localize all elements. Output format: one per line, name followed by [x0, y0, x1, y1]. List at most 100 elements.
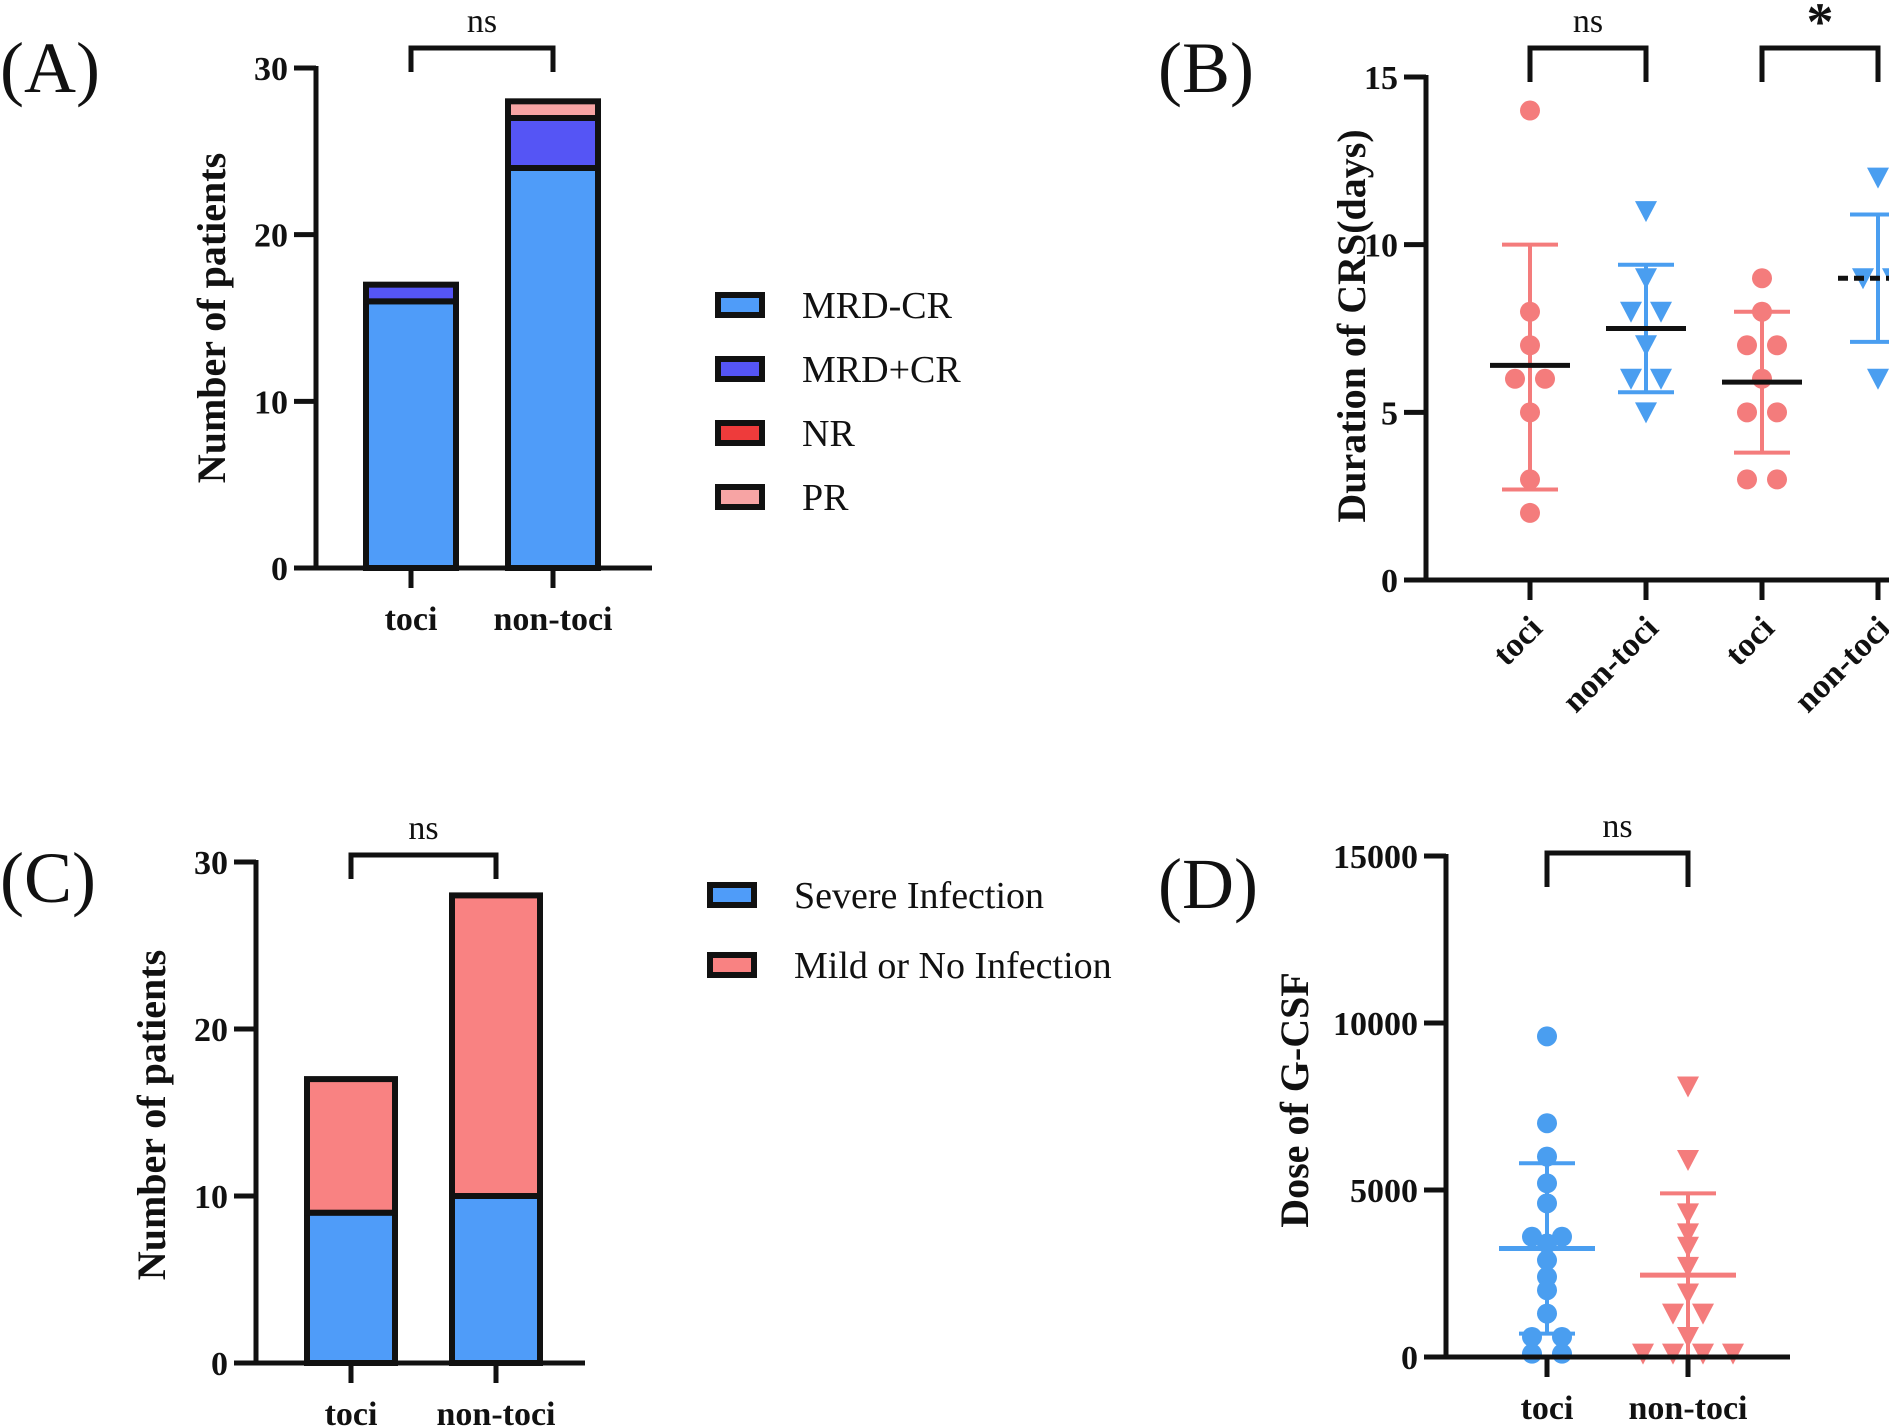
- D-data-point: [1537, 1193, 1557, 1214]
- A-y-tick-label: 0: [271, 551, 288, 588]
- D-data-point: [1677, 1203, 1699, 1225]
- A-legend-swatch: [715, 420, 765, 446]
- D-y-tick-label: 5000: [1350, 1173, 1418, 1210]
- C-x-tick-label: non-toci: [437, 1396, 556, 1426]
- D-data-point: [1677, 1149, 1699, 1171]
- panel-c-letter: (C): [0, 838, 96, 918]
- C-bar-severe-infection: [304, 1209, 398, 1366]
- A-legend-swatch: [715, 292, 765, 318]
- D-y-tick-label: 0: [1401, 1340, 1418, 1377]
- B-data-point: [1882, 268, 1889, 282]
- B-data-point: [1737, 402, 1757, 423]
- A-legend-label: MRD-CR: [802, 285, 953, 327]
- C-legend-label: Severe Infection: [794, 875, 1044, 917]
- D-data-point: [1537, 1303, 1557, 1324]
- B-data-point: [1867, 167, 1889, 189]
- D-y-tick-label: 15000: [1333, 839, 1418, 876]
- A-legend-swatch: [715, 484, 765, 510]
- A-significance-bracket: [408, 45, 556, 72]
- B-significance-bracket: [1759, 45, 1881, 82]
- D-data-point: [1692, 1343, 1714, 1365]
- D-data-point: [1537, 1146, 1557, 1167]
- B-data-point: [1767, 469, 1787, 490]
- D-data-point: [1537, 1250, 1557, 1271]
- panel-c-plot-area: 0 10 20 30 toci non-toci ns: [194, 810, 585, 1426]
- B-significance-label: *: [1807, 0, 1834, 52]
- C-x-tick-label: toci: [325, 1396, 378, 1426]
- A-x-tick-label: toci: [385, 601, 438, 638]
- A-bar-mrd-cr: [363, 298, 459, 571]
- C-significance-label: ns: [408, 810, 438, 847]
- D-x-tick-label: toci: [1521, 1390, 1574, 1426]
- B-data-point: [1635, 335, 1657, 357]
- B-data-point: [1752, 368, 1772, 389]
- B-data-point: [1752, 268, 1772, 289]
- D-data-point: [1537, 1173, 1557, 1194]
- C-significance-bracket: [348, 852, 499, 879]
- B-x-tick-label: non-toci: [1787, 609, 1889, 719]
- B-y-tick-label: 5: [1381, 395, 1398, 432]
- B-data-point: [1752, 301, 1772, 322]
- D-data-point: [1632, 1343, 1654, 1365]
- C-y-tick-label: 0: [211, 1346, 228, 1383]
- B-data-point: [1520, 469, 1540, 490]
- A-legend-label: MRD+CR: [802, 349, 961, 391]
- C-legend-swatch: [707, 882, 757, 908]
- B-y-tick-label: 10: [1364, 228, 1398, 265]
- A-significance-label: ns: [467, 3, 497, 40]
- B-data-point: [1520, 402, 1540, 423]
- D-data-point: [1677, 1076, 1699, 1098]
- D-data-point: [1677, 1256, 1699, 1278]
- D-significance-bracket: [1544, 850, 1691, 887]
- D-data-point: [1522, 1343, 1542, 1364]
- C-legend-label: Mild or No Infection: [794, 945, 1112, 987]
- B-data-point: [1737, 469, 1757, 490]
- panel-a-letter: (A): [0, 28, 100, 108]
- B-data-point: [1867, 368, 1889, 390]
- D-data-point: [1677, 1223, 1699, 1245]
- B-data-point: [1650, 301, 1672, 323]
- A-y-tick-label: 20: [254, 218, 288, 255]
- panel-a-y-axis-title: Number of patients: [189, 153, 234, 483]
- D-data-point: [1677, 1326, 1699, 1348]
- panel-a: (A) Number of patients 0 10 20 30 toci non-to…: [0, 3, 961, 638]
- C-y-tick-label: 20: [194, 1012, 228, 1049]
- B-data-point: [1520, 502, 1540, 523]
- B-data-point: [1505, 368, 1525, 389]
- panel-c-y-axis-title: Number of patients: [129, 950, 174, 1280]
- B-data-point: [1620, 368, 1642, 390]
- B-data-point: [1620, 301, 1642, 323]
- B-x-tick-label: toci: [1486, 609, 1550, 673]
- D-data-point: [1537, 1113, 1557, 1134]
- panel-c: (C) Number of patients 0 10 20 30 toci non-to…: [0, 810, 1112, 1426]
- B-y-tick-label: 0: [1381, 563, 1398, 600]
- panel-d: (D) Dose of G-CSF 0 5000 10000 15000 toci non…: [1158, 808, 1790, 1426]
- A-bar-mrd-cr: [505, 115, 601, 171]
- B-x-tick-label: non-toci: [1555, 609, 1665, 719]
- B-data-point: [1650, 368, 1672, 390]
- A-legend-label: NR: [802, 413, 855, 455]
- B-data-point: [1535, 368, 1555, 389]
- D-data-point: [1552, 1343, 1572, 1364]
- C-bar-mild-or-no-infection: [304, 1076, 398, 1216]
- A-bar-pr: [505, 98, 601, 122]
- D-data-point: [1677, 1236, 1699, 1258]
- B-data-point: [1520, 301, 1540, 322]
- D-y-tick-label: 10000: [1333, 1006, 1418, 1043]
- A-y-tick-label: 30: [254, 51, 288, 88]
- A-x-tick-label: non-toci: [494, 601, 613, 638]
- B-data-point: [1737, 335, 1757, 356]
- D-data-point: [1552, 1226, 1572, 1247]
- C-y-tick-label: 30: [194, 845, 228, 882]
- C-y-tick-label: 10: [194, 1179, 228, 1216]
- C-bar-mild-or-no-infection: [449, 892, 543, 1200]
- C-bar-severe-infection: [449, 1193, 543, 1366]
- A-bar-mrd-cr: [505, 165, 601, 571]
- A-bar-mrd-cr: [363, 281, 459, 305]
- B-data-point: [1635, 268, 1657, 290]
- B-y-tick-label: 15: [1364, 60, 1398, 97]
- D-data-point: [1692, 1303, 1714, 1325]
- D-significance-label: ns: [1602, 808, 1632, 845]
